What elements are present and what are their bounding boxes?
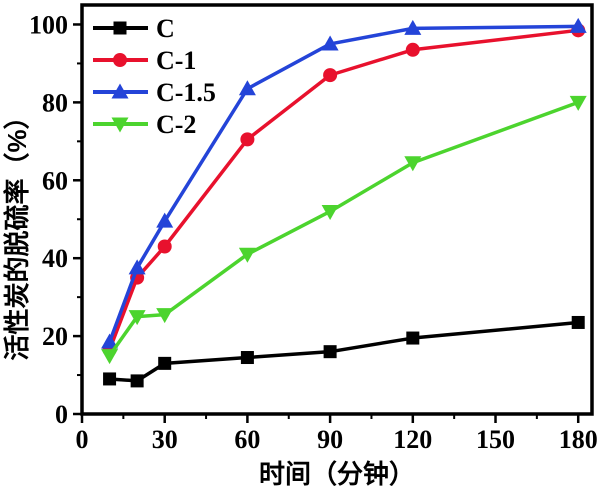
x-tick-label: 60 [234,425,260,454]
legend-label: C-2 [156,110,196,139]
marker-circle [240,132,255,147]
marker-triangle-down [238,247,256,263]
marker-triangle-down [101,349,119,365]
marker-triangle-up [101,333,119,349]
legend-label: C [156,14,175,43]
legend-item-C: C [93,14,175,43]
marker-square [130,374,144,388]
marker-triangle-up [111,83,129,99]
legend-item-C-1: C-1 [93,46,196,75]
y-tick-label: 80 [42,88,68,117]
marker-square [323,345,337,359]
legend-item-C-1.5: C-1.5 [93,78,216,107]
marker-triangle-up [321,35,339,51]
marker-square [406,331,420,345]
y-axis-title: 活性炭的脱硫率（%） [2,103,32,360]
marker-triangle-down [404,156,422,172]
axis-tick-labels: 0 30 60 90 120 150 180 0 20 40 60 80 100 [29,10,598,454]
marker-triangle-up [569,17,587,33]
marker-circle [157,239,172,254]
marker-triangle-up [128,259,146,275]
marker-triangle-up [238,80,256,96]
marker-triangle-down [321,204,339,220]
plot-border [80,3,594,416]
series-C-1.5 [101,17,587,349]
marker-triangle-down [111,117,129,133]
legend-item-C-2: C-2 [93,110,196,139]
marker-square [571,315,585,329]
x-tick-label: 0 [76,425,89,454]
marker-square [103,372,117,386]
y-tick-label: 100 [29,10,68,39]
marker-square [113,21,127,35]
marker-circle [405,42,420,57]
legend-label: C-1 [156,46,196,75]
y-tick-label: 60 [42,166,68,195]
series-C-2 [101,95,587,365]
marker-square [158,356,172,370]
x-axis-title: 时间（分钟） [259,459,415,489]
y-tick-label: 0 [55,400,68,429]
marker-circle [323,68,338,83]
legend: C C-1 C-1.5 C-2 [93,14,216,139]
x-tick-label: 150 [476,425,515,454]
x-tick-label: 30 [152,425,178,454]
x-tick-label: 90 [317,425,343,454]
marker-triangle-up [156,212,174,228]
legend-label: C-1.5 [156,78,216,107]
y-tick-label: 20 [42,322,68,351]
series-C [103,315,585,388]
marker-triangle-up [404,19,422,35]
marker-triangle-down [569,95,587,111]
marker-triangle-down [128,310,146,326]
marker-circle [113,53,127,67]
marker-square [240,351,254,365]
x-tick-label: 120 [393,425,432,454]
x-tick-label: 180 [559,425,598,454]
y-tick-label: 40 [42,244,68,273]
marker-triangle-down [156,308,174,324]
